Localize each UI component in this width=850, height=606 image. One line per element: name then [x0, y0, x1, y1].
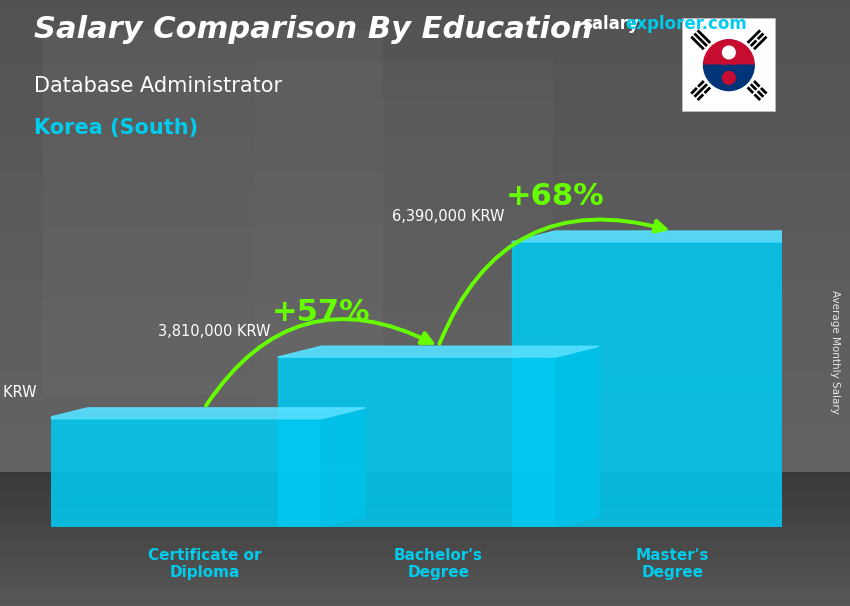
Polygon shape: [555, 346, 599, 527]
Circle shape: [722, 46, 735, 59]
Polygon shape: [790, 231, 833, 527]
Bar: [43, 419, 321, 527]
Circle shape: [722, 72, 735, 84]
Polygon shape: [512, 231, 833, 242]
Text: +57%: +57%: [272, 298, 371, 327]
Text: Average Monthly Salary: Average Monthly Salary: [830, 290, 840, 413]
Wedge shape: [704, 65, 754, 90]
Text: Bachelor's
Degree: Bachelor's Degree: [394, 548, 483, 580]
Text: Certificate or
Diploma: Certificate or Diploma: [148, 548, 261, 580]
Polygon shape: [321, 408, 366, 527]
Text: +68%: +68%: [506, 182, 604, 211]
FancyArrowPatch shape: [206, 319, 432, 405]
Circle shape: [717, 40, 741, 65]
Polygon shape: [43, 408, 366, 419]
Text: 3,810,000 KRW: 3,810,000 KRW: [158, 324, 270, 339]
Circle shape: [717, 65, 741, 90]
Polygon shape: [278, 346, 599, 357]
Text: 2,430,000 KRW: 2,430,000 KRW: [0, 385, 37, 401]
Text: Master's
Degree: Master's Degree: [636, 548, 709, 580]
Wedge shape: [704, 40, 754, 65]
Text: Korea (South): Korea (South): [34, 118, 198, 138]
Bar: [512, 242, 790, 527]
Text: Salary Comparison By Education: Salary Comparison By Education: [34, 15, 592, 44]
Text: explorer.com: explorer.com: [625, 15, 746, 33]
Text: salary: salary: [582, 15, 639, 33]
FancyArrowPatch shape: [439, 219, 666, 344]
Bar: [278, 357, 555, 527]
Text: 6,390,000 KRW: 6,390,000 KRW: [392, 208, 504, 224]
Text: Database Administrator: Database Administrator: [34, 76, 282, 96]
